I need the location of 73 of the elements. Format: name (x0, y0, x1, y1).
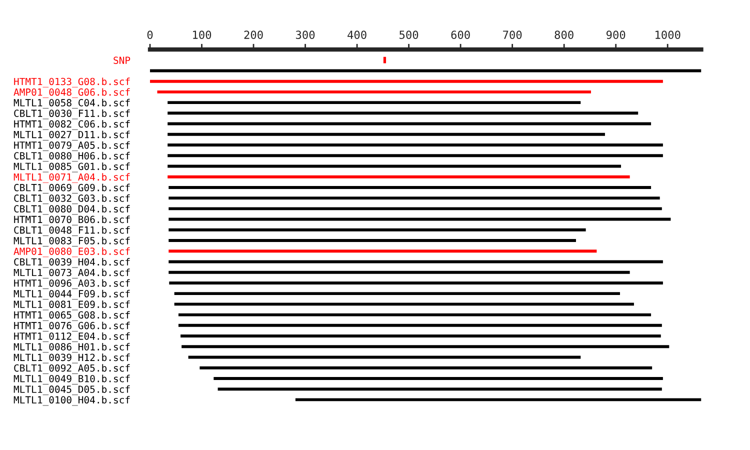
y-tick-label: MLTL1_0073_A04.b.scf (14, 268, 130, 278)
bar (157, 90, 591, 94)
y-tick-label: HTMT1_0133_G08.b.scf (14, 78, 130, 88)
y-tick-label: HTMT1_0079_A05.b.scf (14, 141, 130, 151)
bar (174, 292, 620, 296)
y-tick-label: MLTL1_0100_H04.b.scf (14, 396, 130, 406)
x-tick-label: 1000 (656, 30, 680, 40)
bar (168, 122, 652, 126)
y-tick-label: MLTL1_0045_D05.b.scf (14, 385, 130, 396)
y-tick-label: MLTL1_0058_C04.b.scf (14, 98, 130, 109)
y-tick-label: AMP01_0080_E03.b.scf (14, 247, 130, 258)
y-tick-label: MLTL1_0086_H01.b.scf (14, 342, 130, 353)
bar (218, 388, 662, 391)
y-tick-label: MLTL1_0027_D11.b.scf (14, 130, 130, 140)
y-tick-label: CBLT1_0069_G09.b.scf (14, 184, 130, 194)
y-tick-label: HTMT1_0096_A03.b.scf (14, 279, 130, 289)
bar (168, 101, 581, 104)
bar (182, 345, 670, 348)
bar (168, 218, 671, 221)
bar (168, 112, 638, 115)
y-tick-label: CBLT1_0092_A05.b.scf (14, 364, 130, 374)
y-tick-label: HTMT1_0076_G06.b.scf (14, 322, 130, 332)
y-tick-label: CBLT1_0030_F11.b.scf (14, 109, 130, 120)
bar (295, 398, 702, 402)
x-tick-label: 300 (296, 30, 315, 40)
y-tick-label: HTMT1_0065_G08.b.scf (14, 311, 130, 321)
bar (178, 324, 662, 327)
y-tick-label: CBLT1_0039_H04.b.scf (14, 258, 130, 268)
y-tick-label: CBLT1_0032_G03.b.scf (14, 194, 130, 204)
bar (168, 196, 660, 200)
bar (168, 239, 576, 242)
x-tick-label: 800 (554, 30, 574, 40)
bar (200, 366, 652, 370)
bar (168, 186, 652, 189)
x-tick-label: 900 (606, 30, 626, 40)
y-tick-label: HTMT1_0070_B06.b.scf (14, 216, 130, 226)
y-tick-label: MLTL1_0044_F09.b.scf (14, 290, 130, 300)
y-tick-label: HTMT1_0082_C06.b.scf (14, 120, 130, 130)
y-tick-label: MLTL1_0083_F05.b.scf (14, 236, 130, 246)
y-tick-label: MLTL1_0039_H12.b.scf (14, 354, 130, 364)
x-tick-label: 500 (400, 30, 418, 40)
bar (174, 302, 634, 306)
bar (178, 313, 652, 316)
y-tick-label: CBLT1_0080_D04.b.scf (14, 204, 130, 215)
x-tick-label: 700 (503, 30, 522, 40)
x-tick-label: 400 (348, 30, 366, 40)
y-tick-label: CBLT1_0048_F11.b.scf (14, 226, 130, 236)
bar (150, 80, 663, 83)
x-tick-label: 200 (244, 30, 263, 40)
bar (168, 132, 605, 136)
y-tick-label: CBLT1_0080_H06.b.scf (14, 152, 130, 162)
y-tick-label: MLTL1_0081_E09.b.scf (14, 300, 130, 310)
bar (168, 270, 630, 274)
bar (169, 281, 663, 284)
bar (168, 175, 630, 178)
bar (180, 334, 661, 338)
x-tick-label: 100 (193, 30, 212, 40)
bar (168, 154, 663, 158)
bar (214, 376, 663, 380)
bar (168, 164, 622, 168)
x-tick-label: 0 (147, 30, 153, 40)
bar (150, 69, 702, 72)
y-tick-label: AMP01_0048_G06.b.scf (14, 88, 130, 98)
y-tick-label: MLTL1_0085_G01.b.scf (14, 162, 130, 172)
bar (168, 228, 586, 232)
y-tick-label: SNP (114, 56, 130, 64)
y-tick-label: HTMT1_0112_E04.b.scf (14, 332, 130, 342)
y-tick-label: MLTL1_0049_B10.b.scf (14, 374, 130, 384)
y-tick-label: MLTL1_0071_A04.b.scf (14, 173, 130, 183)
bar (168, 250, 597, 253)
x-tick-label: 600 (451, 30, 470, 40)
bar (168, 144, 663, 146)
bar (168, 207, 662, 210)
